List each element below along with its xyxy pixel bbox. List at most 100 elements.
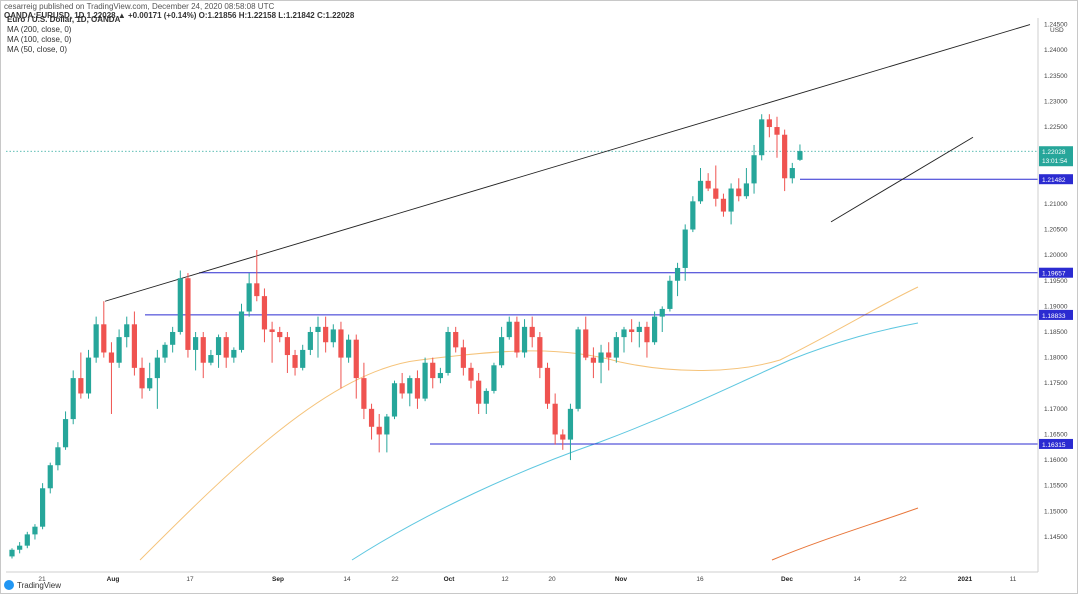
candle-body[interactable] bbox=[537, 337, 543, 368]
candle-body[interactable] bbox=[751, 155, 757, 184]
candle-body[interactable] bbox=[399, 383, 405, 394]
candle-body[interactable] bbox=[70, 378, 76, 420]
candle-body[interactable] bbox=[613, 337, 619, 358]
candle-body[interactable] bbox=[231, 349, 237, 358]
candle-body[interactable] bbox=[40, 488, 46, 527]
candle-body[interactable] bbox=[17, 545, 23, 550]
candle-body[interactable] bbox=[797, 151, 803, 160]
candle-body[interactable] bbox=[720, 198, 727, 212]
candle-body[interactable] bbox=[246, 283, 252, 312]
candle-body[interactable] bbox=[736, 188, 742, 197]
candle-body[interactable] bbox=[32, 526, 38, 535]
candle-body[interactable] bbox=[506, 321, 512, 338]
candle-body[interactable] bbox=[284, 337, 290, 356]
candle-body[interactable] bbox=[269, 329, 275, 332]
candle-body[interactable] bbox=[483, 390, 489, 404]
candle-body[interactable] bbox=[468, 367, 474, 381]
candle-body[interactable] bbox=[85, 357, 92, 394]
candle-body[interactable] bbox=[575, 329, 581, 409]
candle-body[interactable] bbox=[774, 127, 780, 135]
candle-body[interactable] bbox=[705, 180, 711, 189]
candle-body[interactable] bbox=[766, 119, 772, 128]
candle-body[interactable] bbox=[391, 383, 398, 417]
candle-body[interactable] bbox=[560, 434, 566, 440]
candle-body[interactable] bbox=[200, 337, 206, 363]
candle-body[interactable] bbox=[9, 549, 15, 557]
candle-body[interactable] bbox=[338, 329, 344, 358]
candle-body[interactable] bbox=[414, 378, 421, 399]
candle-body[interactable] bbox=[124, 324, 130, 338]
candle-body[interactable] bbox=[782, 134, 788, 179]
candle-body[interactable] bbox=[690, 201, 696, 230]
candle-body[interactable] bbox=[277, 331, 283, 338]
candle-body[interactable] bbox=[544, 367, 551, 404]
candle-body[interactable] bbox=[697, 180, 704, 202]
candle-body[interactable] bbox=[728, 188, 734, 212]
candle-body[interactable] bbox=[307, 331, 313, 350]
candle-body[interactable] bbox=[116, 337, 122, 363]
candle-body[interactable] bbox=[300, 349, 306, 368]
candle-body[interactable] bbox=[162, 344, 168, 358]
candle-body[interactable] bbox=[170, 331, 176, 345]
candle-body[interactable] bbox=[407, 378, 413, 394]
candle-body[interactable] bbox=[713, 188, 719, 199]
candle-body[interactable] bbox=[177, 278, 183, 332]
candle-body[interactable] bbox=[743, 183, 749, 197]
candle-body[interactable] bbox=[674, 267, 681, 281]
candle-body[interactable] bbox=[108, 352, 115, 363]
candle-body[interactable] bbox=[292, 355, 298, 368]
candle-body[interactable] bbox=[499, 337, 505, 366]
candle-body[interactable] bbox=[368, 408, 375, 427]
candle-body[interactable] bbox=[62, 419, 69, 448]
candle-body[interactable] bbox=[789, 168, 795, 179]
candle-body[interactable] bbox=[24, 534, 30, 546]
candle-body[interactable] bbox=[55, 447, 61, 466]
candle-body[interactable] bbox=[476, 380, 482, 404]
legend-ma200[interactable]: MA (200, close, 0) bbox=[7, 25, 72, 34]
candle-body[interactable] bbox=[47, 465, 53, 489]
upper-trend-line[interactable] bbox=[104, 24, 1031, 302]
candle-body[interactable] bbox=[460, 347, 466, 368]
candle-body[interactable] bbox=[261, 296, 268, 330]
candle-body[interactable] bbox=[208, 355, 214, 363]
candle-body[interactable] bbox=[361, 378, 367, 409]
candle-body[interactable] bbox=[659, 308, 665, 317]
candle-body[interactable] bbox=[154, 357, 160, 379]
candle-body[interactable] bbox=[552, 403, 558, 435]
candle-body[interactable] bbox=[437, 372, 443, 379]
candle-body[interactable] bbox=[583, 329, 589, 358]
candle-body[interactable] bbox=[215, 337, 222, 356]
candle-body[interactable] bbox=[590, 357, 596, 363]
candle-body[interactable] bbox=[598, 352, 604, 363]
candle-body[interactable] bbox=[529, 326, 535, 338]
candle-body[interactable] bbox=[254, 283, 260, 297]
candle-body[interactable] bbox=[652, 316, 658, 343]
candle-body[interactable] bbox=[78, 378, 84, 394]
candle-body[interactable] bbox=[376, 426, 382, 435]
candle-body[interactable] bbox=[430, 362, 436, 379]
legend-ma100[interactable]: MA (100, close, 0) bbox=[7, 35, 72, 44]
lower-trend-line[interactable] bbox=[830, 136, 974, 223]
candle-body[interactable] bbox=[223, 337, 229, 358]
candle-body[interactable] bbox=[384, 416, 390, 435]
candle-body[interactable] bbox=[636, 326, 642, 332]
candle-body[interactable] bbox=[422, 362, 428, 399]
candle-body[interactable] bbox=[514, 321, 520, 353]
candle-body[interactable] bbox=[346, 339, 352, 358]
candle-body[interactable] bbox=[323, 326, 329, 343]
legend-ma50[interactable]: MA (50, close, 0) bbox=[7, 45, 68, 54]
candle-body[interactable] bbox=[330, 329, 336, 343]
candle-body[interactable] bbox=[606, 352, 612, 358]
candle-body[interactable] bbox=[682, 229, 688, 268]
candle-body[interactable] bbox=[193, 337, 199, 350]
candle-body[interactable] bbox=[238, 311, 245, 350]
candle-body[interactable] bbox=[567, 408, 574, 440]
candle-body[interactable] bbox=[353, 339, 359, 379]
candle-body[interactable] bbox=[453, 331, 459, 348]
candle-body[interactable] bbox=[629, 329, 635, 332]
candle-body[interactable] bbox=[93, 324, 99, 358]
candle-body[interactable] bbox=[139, 367, 145, 389]
candle-body[interactable] bbox=[667, 280, 673, 309]
candle-body[interactable] bbox=[759, 119, 765, 156]
